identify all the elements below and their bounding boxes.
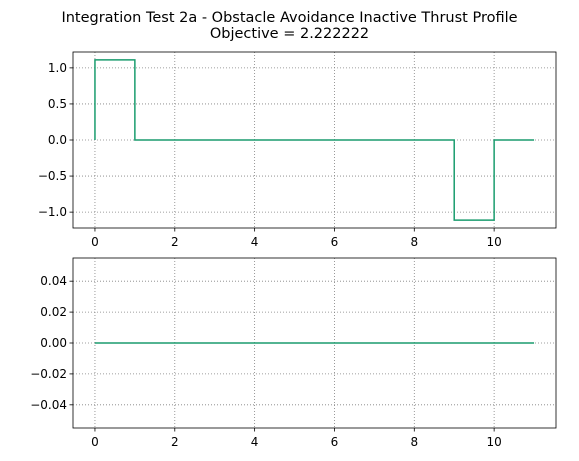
figure-title: Integration Test 2a - Obstacle Avoidance… (61, 10, 518, 26)
thrust-plot-top: 0 2 4 6 8 10 1.0 0.5 0.0 −0.5 −1.0 (38, 51, 557, 249)
x-tick-label: 0 (91, 235, 99, 249)
x-tick-label: 0 (91, 435, 99, 449)
x-tick-label: 10 (486, 435, 501, 449)
x-tick-label: 2 (171, 435, 179, 449)
x-tick-label: 10 (486, 235, 501, 249)
y-tick-label: 0.00 (40, 336, 67, 350)
figure-subtitle: Objective = 2.222222 (209, 26, 370, 42)
y-tick-label: 1.0 (48, 61, 67, 75)
y-tick-label: −0.04 (30, 398, 67, 412)
y-tick-label: −1.0 (38, 205, 67, 219)
series-line (94, 59, 535, 221)
x-tick-label: 4 (251, 435, 259, 449)
x-tick-label: 6 (331, 435, 339, 449)
x-tick-label: 2 (171, 235, 179, 249)
y-tick-label: 0.0 (48, 133, 67, 147)
y-tick-label: −0.02 (30, 367, 67, 381)
thrust-plot-bottom: 0 2 4 6 8 10 0.04 0.02 0.00 −0.02 −0.04 (30, 257, 557, 449)
x-tick-label: 8 (410, 235, 418, 249)
x-tick-label: 6 (331, 235, 339, 249)
x-tick-label: 4 (251, 235, 259, 249)
y-tick-label: 0.5 (48, 97, 67, 111)
y-tick-label: −0.5 (38, 169, 67, 183)
x-tick-label: 8 (410, 435, 418, 449)
y-tick-label: 0.04 (40, 274, 67, 288)
y-tick-label: 0.02 (40, 305, 67, 319)
